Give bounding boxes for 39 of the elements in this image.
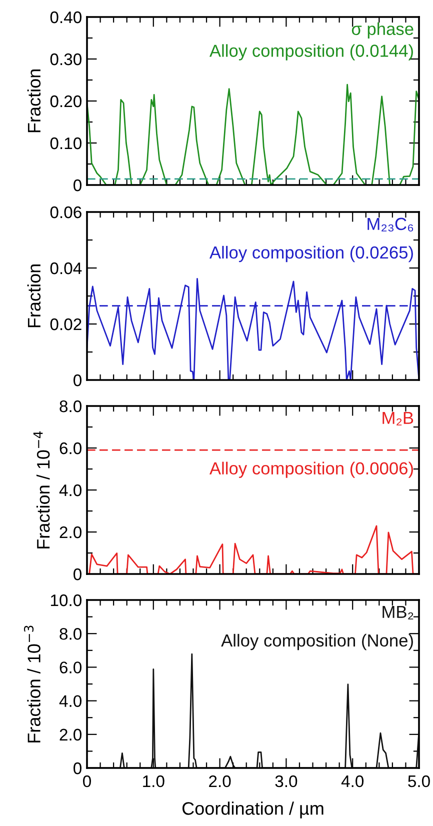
y-axis-title: Fraction / 10$^{−3}$ [24, 626, 40, 742]
y-tick-label: 0 [74, 568, 82, 580]
y-tick-label: 0.04 [50, 262, 82, 274]
y-axis-title: Fraction / 10$^{−4}$ [33, 431, 50, 548]
x-axis-title: Coordination / µm [182, 802, 324, 818]
annotation: Alloy composition (0.0006) [209, 462, 413, 478]
y-tick-label: 4.0 [59, 484, 82, 496]
annotation: Alloy composition (None) [221, 634, 413, 650]
y-tick-label: 0.02 [50, 318, 82, 330]
annotation: MB₂ [382, 606, 414, 620]
annotation: M₂B [382, 412, 414, 426]
x-tick-label: 0 [83, 775, 91, 788]
y-tick-label: 0.10 [50, 137, 82, 150]
y-tick-label: 0.20 [50, 95, 82, 108]
annotation: Alloy composition (0.0265) [209, 246, 413, 262]
y-tick-label: 0 [74, 179, 82, 192]
y-tick-label: 0 [74, 374, 82, 386]
y-tick-label: 0 [74, 762, 82, 774]
y-tick-label: 0.06 [50, 206, 82, 218]
y-tick-label: 2.0 [60, 728, 82, 741]
x-tick-label: 3.0 [275, 775, 298, 788]
x-tick-label: 4.0 [341, 775, 364, 788]
y-tick-label: 6.0 [60, 662, 82, 674]
y-tick-label: 4.0 [59, 695, 82, 708]
x-tick-label: 2.0 [209, 775, 231, 788]
y-tick-label: 0.40 [50, 11, 82, 24]
y-tick-label: 0.30 [50, 53, 82, 66]
annotation: Alloy composition (0.0144) [209, 44, 413, 60]
annotation: σ phase [352, 22, 414, 39]
x-tick-label: 1.0 [143, 775, 164, 788]
y-tick-label: 8.0 [60, 628, 82, 640]
y-tick-label: 2.0 [60, 526, 82, 538]
x-tick-label: 5.0 [408, 775, 430, 788]
y-tick-label: 6.0 [60, 442, 82, 454]
y-tick-label: 8.0 [60, 400, 82, 412]
y-axis-title: Fraction [27, 70, 41, 132]
annotation: M₂₃C₆ [368, 218, 414, 232]
y-tick-label: 10.0 [50, 594, 82, 606]
y-axis-title: Fraction [27, 264, 41, 328]
